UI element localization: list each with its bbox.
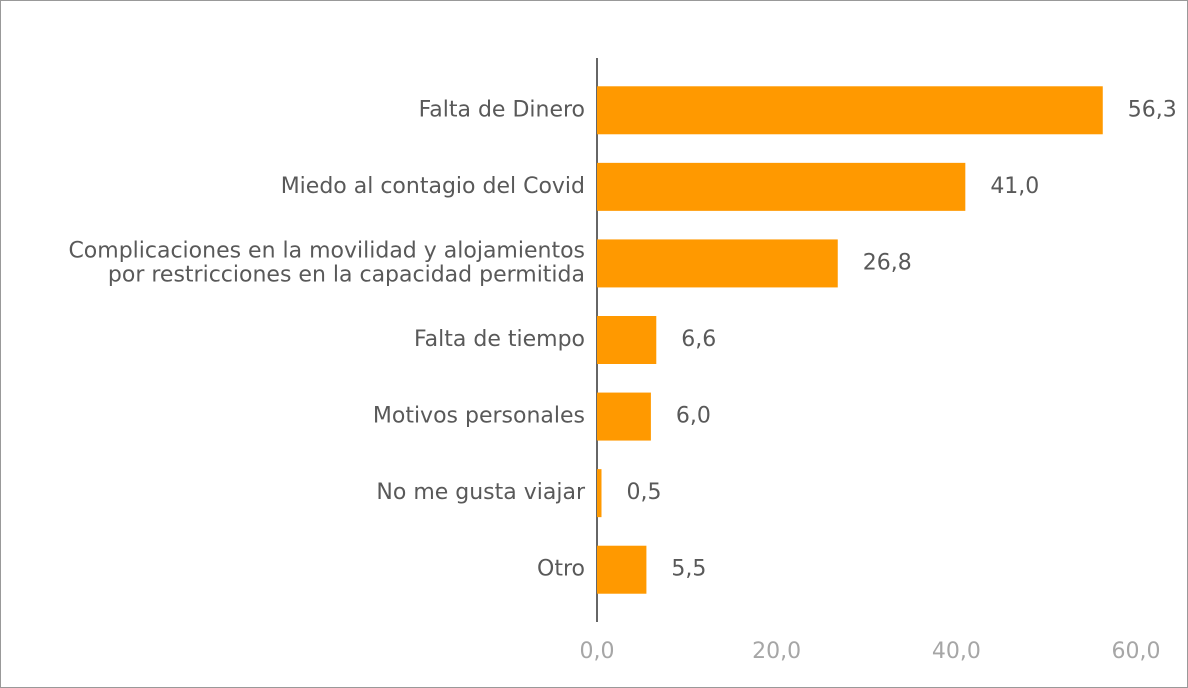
- y-tick-label: Falta de tiempo: [414, 327, 585, 352]
- x-tick-label: 0,0: [580, 639, 615, 664]
- value-label: 56,3: [1128, 97, 1177, 122]
- y-tick-label: Miedo al contagio del Covid: [281, 174, 585, 199]
- bar: [597, 316, 657, 364]
- y-tick-label: No me gusta viajar: [376, 480, 586, 505]
- bar: [597, 392, 651, 441]
- bar: [597, 86, 1103, 135]
- y-tick-label: Complicaciones en la movilidad y alojami…: [68, 238, 585, 287]
- y-tick-label: Otro: [537, 557, 585, 582]
- bar: [597, 162, 966, 211]
- value-label: 26,8: [863, 250, 912, 275]
- y-tick-label: Motivos personales: [373, 404, 585, 429]
- bar: [597, 239, 838, 288]
- value-label: 6,0: [676, 404, 711, 429]
- value-label: 0,5: [626, 480, 661, 505]
- y-tick-label: Falta de Dinero: [419, 97, 585, 122]
- value-label: 5,5: [671, 557, 706, 582]
- x-tick-label: 60,0: [1112, 639, 1161, 664]
- x-tick-label: 40,0: [932, 639, 981, 664]
- x-tick-label: 20,0: [752, 639, 801, 664]
- bar: [597, 469, 602, 518]
- bar: [597, 545, 647, 594]
- value-label: 6,6: [681, 327, 716, 352]
- value-label: 41,0: [990, 174, 1039, 199]
